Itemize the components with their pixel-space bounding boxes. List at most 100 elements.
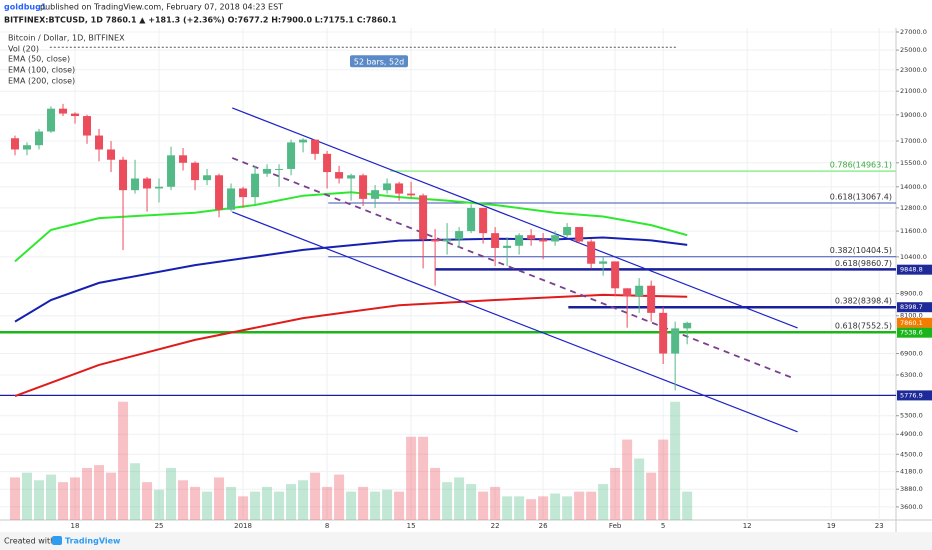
candle-body bbox=[215, 175, 224, 210]
volume-bar bbox=[586, 491, 597, 520]
y-tick-label: 8100.0 bbox=[900, 312, 923, 320]
candle-body bbox=[107, 149, 116, 160]
candle-body bbox=[503, 245, 512, 248]
volume-bar bbox=[550, 493, 561, 520]
candle-body bbox=[359, 175, 368, 199]
y-tick-label: 3880.0 bbox=[900, 485, 923, 493]
candle-body bbox=[155, 186, 164, 189]
volume-bar bbox=[514, 496, 525, 520]
y-tick-label: 4180.0 bbox=[900, 468, 923, 476]
y-tick-label: 11600.0 bbox=[900, 227, 927, 235]
candle-body bbox=[11, 138, 20, 150]
x-tick-label: 25 bbox=[155, 522, 164, 530]
candle-body bbox=[527, 235, 536, 240]
volume-bar bbox=[202, 491, 213, 520]
y-tick-label: 6900.0 bbox=[900, 350, 923, 358]
candle-body bbox=[251, 173, 260, 198]
volume-bar bbox=[466, 484, 477, 520]
volume-bar bbox=[418, 436, 429, 520]
volume-bar bbox=[574, 491, 585, 520]
author: goldbug1 bbox=[4, 3, 47, 12]
volume-bar bbox=[598, 484, 609, 520]
quote: BITFINEX:BTCUSD, 1D 7860.1 ▲ +181.3 (+2.… bbox=[4, 16, 397, 25]
measure-box bbox=[350, 55, 408, 68]
volume-bar bbox=[118, 401, 129, 520]
candle-body bbox=[647, 285, 656, 313]
candle-body bbox=[635, 285, 644, 297]
candle-body bbox=[143, 178, 152, 189]
volume-bar bbox=[226, 486, 237, 520]
candle-body bbox=[131, 178, 140, 191]
volume-bar bbox=[454, 477, 465, 520]
level-label: 0.382(8398.4) bbox=[835, 297, 892, 306]
y-tick-label: 5300.0 bbox=[900, 412, 923, 420]
price-tag bbox=[897, 327, 932, 338]
candle-body bbox=[335, 172, 344, 179]
volume-bar bbox=[478, 491, 489, 520]
volume-bar bbox=[46, 474, 57, 520]
published: published on TradingView.com, February 0… bbox=[40, 3, 283, 12]
x-tick-label: 23 bbox=[875, 522, 884, 530]
volume-bar bbox=[526, 499, 537, 520]
volume-bar bbox=[274, 491, 285, 520]
x-tick-label: 5 bbox=[661, 522, 665, 530]
candle-body bbox=[275, 168, 284, 170]
volume-bar bbox=[394, 491, 405, 520]
candle-body bbox=[431, 239, 440, 242]
volume-bar bbox=[622, 439, 633, 520]
volume-bar bbox=[250, 491, 261, 520]
candle-body bbox=[383, 183, 392, 191]
level-label: 0.618(13067.4) bbox=[830, 193, 892, 202]
candle-body bbox=[71, 113, 80, 117]
volume-bar bbox=[610, 467, 621, 520]
measure-label: 52 bars, 52d bbox=[354, 57, 405, 66]
x-tick-label: 26 bbox=[539, 522, 548, 530]
volume-bar bbox=[106, 472, 117, 520]
candle-body bbox=[179, 155, 188, 163]
legend-item: Vol (20) bbox=[8, 45, 39, 54]
candle-body bbox=[455, 231, 464, 240]
volume-bar bbox=[154, 489, 165, 520]
level-label: 0.786(14963.1) bbox=[830, 161, 892, 170]
y-tick-label: 19000.0 bbox=[900, 111, 927, 119]
volume-bar bbox=[346, 491, 357, 520]
volume-bar bbox=[406, 436, 417, 520]
volume-bar bbox=[358, 486, 369, 520]
trend-line bbox=[232, 211, 798, 433]
candle-body bbox=[239, 188, 248, 198]
trend-line bbox=[232, 107, 798, 329]
volume-bar bbox=[178, 480, 189, 520]
volume-bar bbox=[370, 491, 381, 520]
volume-bar bbox=[22, 472, 33, 520]
y-tick-label: 3600.0 bbox=[900, 503, 923, 511]
legend-item: EMA (50, close) bbox=[8, 55, 70, 64]
candle-body bbox=[671, 328, 680, 354]
candle-body bbox=[311, 139, 320, 154]
volume-bar bbox=[646, 472, 657, 520]
volume-bar bbox=[214, 477, 225, 520]
volume-bar bbox=[142, 482, 153, 520]
candle-body bbox=[587, 241, 596, 264]
candle-body bbox=[167, 155, 176, 187]
volume-bar bbox=[322, 486, 333, 520]
volume-bar bbox=[34, 480, 45, 520]
volume-bar bbox=[310, 472, 321, 520]
y-tick-label: 17000.0 bbox=[900, 137, 927, 145]
candle-body bbox=[515, 235, 524, 246]
volume-bar bbox=[82, 467, 93, 520]
header-bar bbox=[0, 0, 932, 27]
volume-bar bbox=[166, 467, 177, 520]
volume-bar bbox=[58, 482, 69, 520]
volume-bar bbox=[634, 458, 645, 520]
volume-bar bbox=[130, 463, 141, 520]
volume-bar bbox=[262, 486, 273, 520]
candle-body bbox=[287, 142, 296, 169]
volume-bar bbox=[286, 484, 297, 520]
x-tick-label: 19 bbox=[827, 522, 836, 530]
volume-bar bbox=[658, 439, 669, 520]
level-label: 0.618(7552.5) bbox=[835, 322, 892, 331]
price-tag-label: 8398.7 bbox=[900, 303, 923, 311]
candle-body bbox=[491, 233, 500, 248]
